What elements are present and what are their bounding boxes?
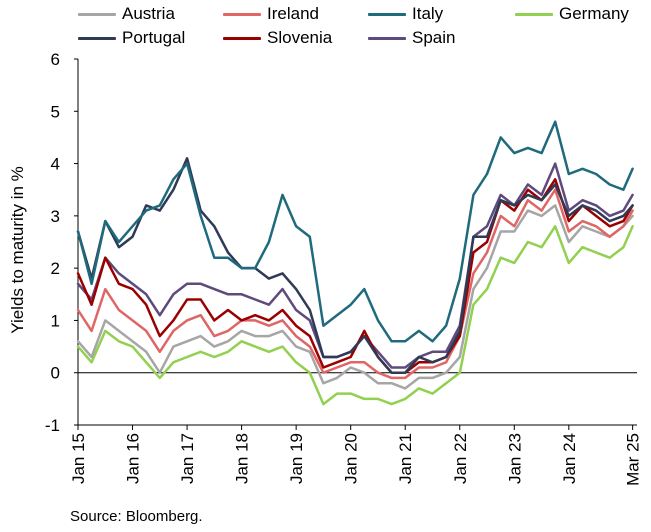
- legend-label: Ireland: [267, 4, 319, 23]
- legend-item-italy: Italy: [368, 4, 443, 24]
- x-tick-label: Jan 21: [396, 433, 415, 484]
- x-tick-label: Jan 15: [69, 433, 88, 484]
- legend-swatch: [78, 36, 116, 40]
- legend-swatch: [368, 12, 406, 16]
- legend-label: Slovenia: [267, 28, 333, 47]
- x-tick-label: Jan 22: [451, 433, 470, 484]
- y-tick-label: -1: [45, 416, 60, 435]
- y-tick-label: 2: [51, 259, 60, 278]
- y-axis: 6 5 4 3 2 1 0 -1: [45, 50, 78, 435]
- legend-label: Portugal: [122, 28, 186, 47]
- x-tick-label: Mar 25: [624, 433, 643, 486]
- y-tick-label: 1: [51, 311, 60, 330]
- y-axis-label: Yields to maturity in %: [8, 166, 27, 334]
- legend-swatch: [368, 36, 406, 40]
- y-tick-label: 4: [51, 155, 60, 174]
- x-tick-label: Jan 19: [287, 433, 306, 484]
- legend-label: Austria: [122, 4, 175, 23]
- x-tick-label: Jan 18: [233, 433, 252, 484]
- series-line-spain: [76, 162, 634, 369]
- legend-swatch: [223, 12, 261, 16]
- series-line-germany: [76, 225, 634, 406]
- series-line-austria: [76, 204, 634, 390]
- legend-item-germany: Germany: [515, 4, 629, 24]
- legend-label: Spain: [412, 28, 456, 47]
- x-tick-label: Jan 24: [560, 433, 579, 484]
- legend-swatch: [515, 12, 553, 16]
- legend-swatch: [78, 12, 116, 16]
- series-line-ireland: [76, 188, 634, 380]
- legend-item-austria: Austria: [78, 4, 175, 24]
- x-axis: Jan 15 Jan 16 Jan 17 Jan 18 Jan 19 Jan 20 Jan …: [69, 425, 643, 486]
- series-line-portugal: [76, 157, 634, 374]
- x-tick-label: Jan 16: [124, 433, 143, 484]
- legend-item-portugal: Portugal: [78, 28, 185, 48]
- series-lines: [76, 120, 634, 406]
- y-tick-label: 6: [51, 50, 60, 69]
- y-tick-label: 3: [51, 207, 60, 226]
- source-note: Source: Bloomberg.: [70, 508, 203, 525]
- x-tick-label: Jan 20: [342, 433, 361, 484]
- series-line-italy: [76, 120, 634, 343]
- legend-label: Germany: [559, 4, 629, 23]
- x-tick-label: Jan 17: [178, 433, 197, 484]
- x-tick-label: Jan 23: [505, 433, 524, 484]
- y-tick-label: 5: [51, 102, 60, 121]
- plot-frame: [77, 59, 637, 426]
- legend-item-ireland: Ireland: [223, 4, 319, 24]
- legend-label: Italy: [412, 4, 444, 23]
- y-tick-label: 0: [51, 364, 60, 383]
- legend-item-spain: Spain: [368, 28, 455, 48]
- legend-swatch: [223, 36, 261, 40]
- legend-item-slovenia: Slovenia: [223, 28, 332, 48]
